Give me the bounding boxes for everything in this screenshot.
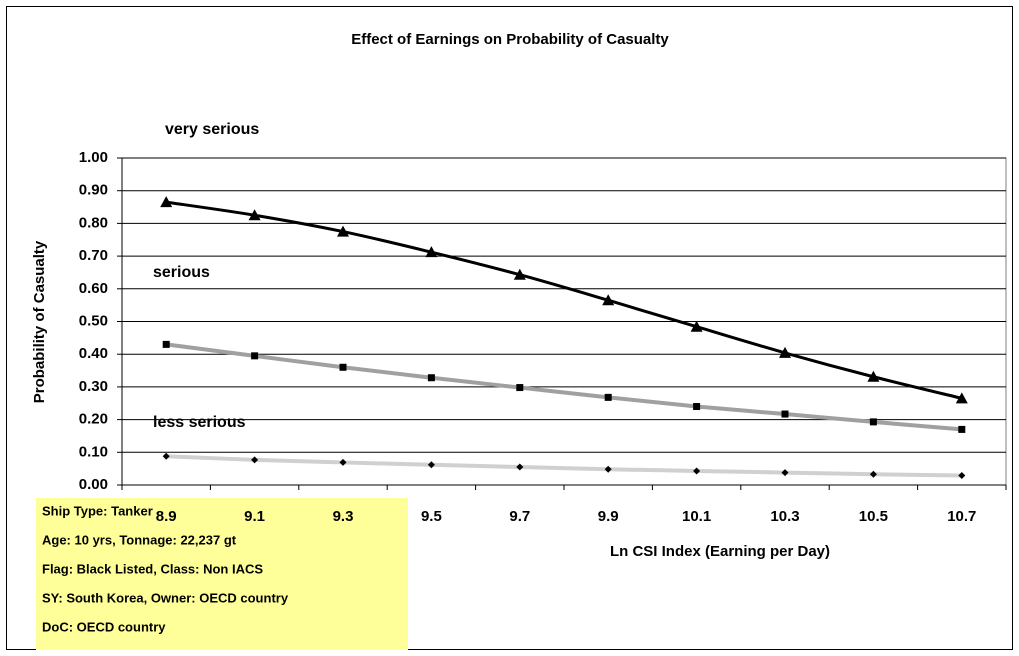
x-tick-label: 10.1 (682, 508, 711, 525)
marker (604, 465, 612, 473)
y-tick-label: 0.90 (79, 182, 108, 199)
marker (513, 268, 526, 280)
series-line (165, 342, 962, 432)
series-label: serious (153, 264, 210, 281)
y-tick-label: 0.20 (79, 411, 108, 428)
marker (251, 456, 259, 464)
series-line (166, 454, 962, 478)
x-tick-label: 9.7 (509, 508, 530, 525)
y-tick-label: 0.50 (79, 312, 108, 329)
info-text: SY: South Korea, Owner: OECD country (42, 590, 289, 605)
info-box (36, 498, 408, 650)
x-tick-label: 9.9 (598, 508, 619, 525)
marker (602, 294, 615, 306)
marker (693, 467, 701, 475)
y-tick-label: 0.60 (79, 280, 108, 297)
y-tick-label: 1.00 (79, 149, 108, 166)
marker (604, 393, 612, 401)
marker (779, 346, 791, 358)
x-tick-label: 9.3 (333, 508, 354, 525)
chart-title: Effect of Earnings on Probability of Cas… (351, 31, 669, 48)
x-tick-label: 10.3 (770, 508, 799, 525)
marker (867, 370, 880, 382)
marker (427, 461, 435, 469)
info-text: DoC: OECD country (42, 619, 166, 634)
marker (781, 410, 789, 418)
marker (516, 384, 524, 392)
marker (425, 246, 438, 258)
marker (781, 469, 789, 477)
marker (337, 225, 349, 237)
x-tick-label: 9.1 (244, 508, 265, 525)
marker (339, 458, 347, 466)
marker (160, 196, 173, 208)
marker (427, 374, 435, 382)
y-tick-label: 0.80 (79, 214, 108, 231)
info-text: Ship Type: Tanker (42, 503, 153, 518)
x-tick-label: 10.7 (947, 508, 976, 525)
marker (958, 472, 966, 480)
series-label: less serious (153, 414, 246, 431)
y-tick-label: 0.40 (79, 345, 108, 362)
marker (869, 418, 877, 426)
marker (955, 392, 968, 404)
y-tick-label: 0.30 (79, 378, 108, 395)
marker (958, 425, 966, 433)
y-tick-label: 0.00 (79, 476, 108, 493)
series-label: very serious (165, 121, 259, 138)
series-line (165, 200, 963, 400)
marker (516, 463, 524, 471)
y-tick-label: 0.10 (79, 443, 108, 460)
marker (339, 363, 347, 371)
x-axis-label: Ln CSI Index (Earning per Day) (610, 543, 830, 560)
marker (869, 470, 877, 478)
info-text: Flag: Black Listed, Class: Non IACS (42, 561, 263, 576)
marker (251, 352, 259, 360)
x-tick-label: 8.9 (156, 508, 177, 525)
marker (162, 340, 170, 348)
marker (693, 403, 701, 411)
marker (690, 320, 703, 332)
marker (162, 452, 170, 460)
y-tick-label: 0.70 (79, 247, 108, 264)
info-text: Age: 10 yrs, Tonnage: 22,237 gt (42, 532, 237, 547)
x-tick-label: 9.5 (421, 508, 442, 525)
x-tick-label: 10.5 (859, 508, 888, 525)
y-axis-label: Probability of Casualty (31, 240, 48, 403)
marker (248, 209, 261, 221)
